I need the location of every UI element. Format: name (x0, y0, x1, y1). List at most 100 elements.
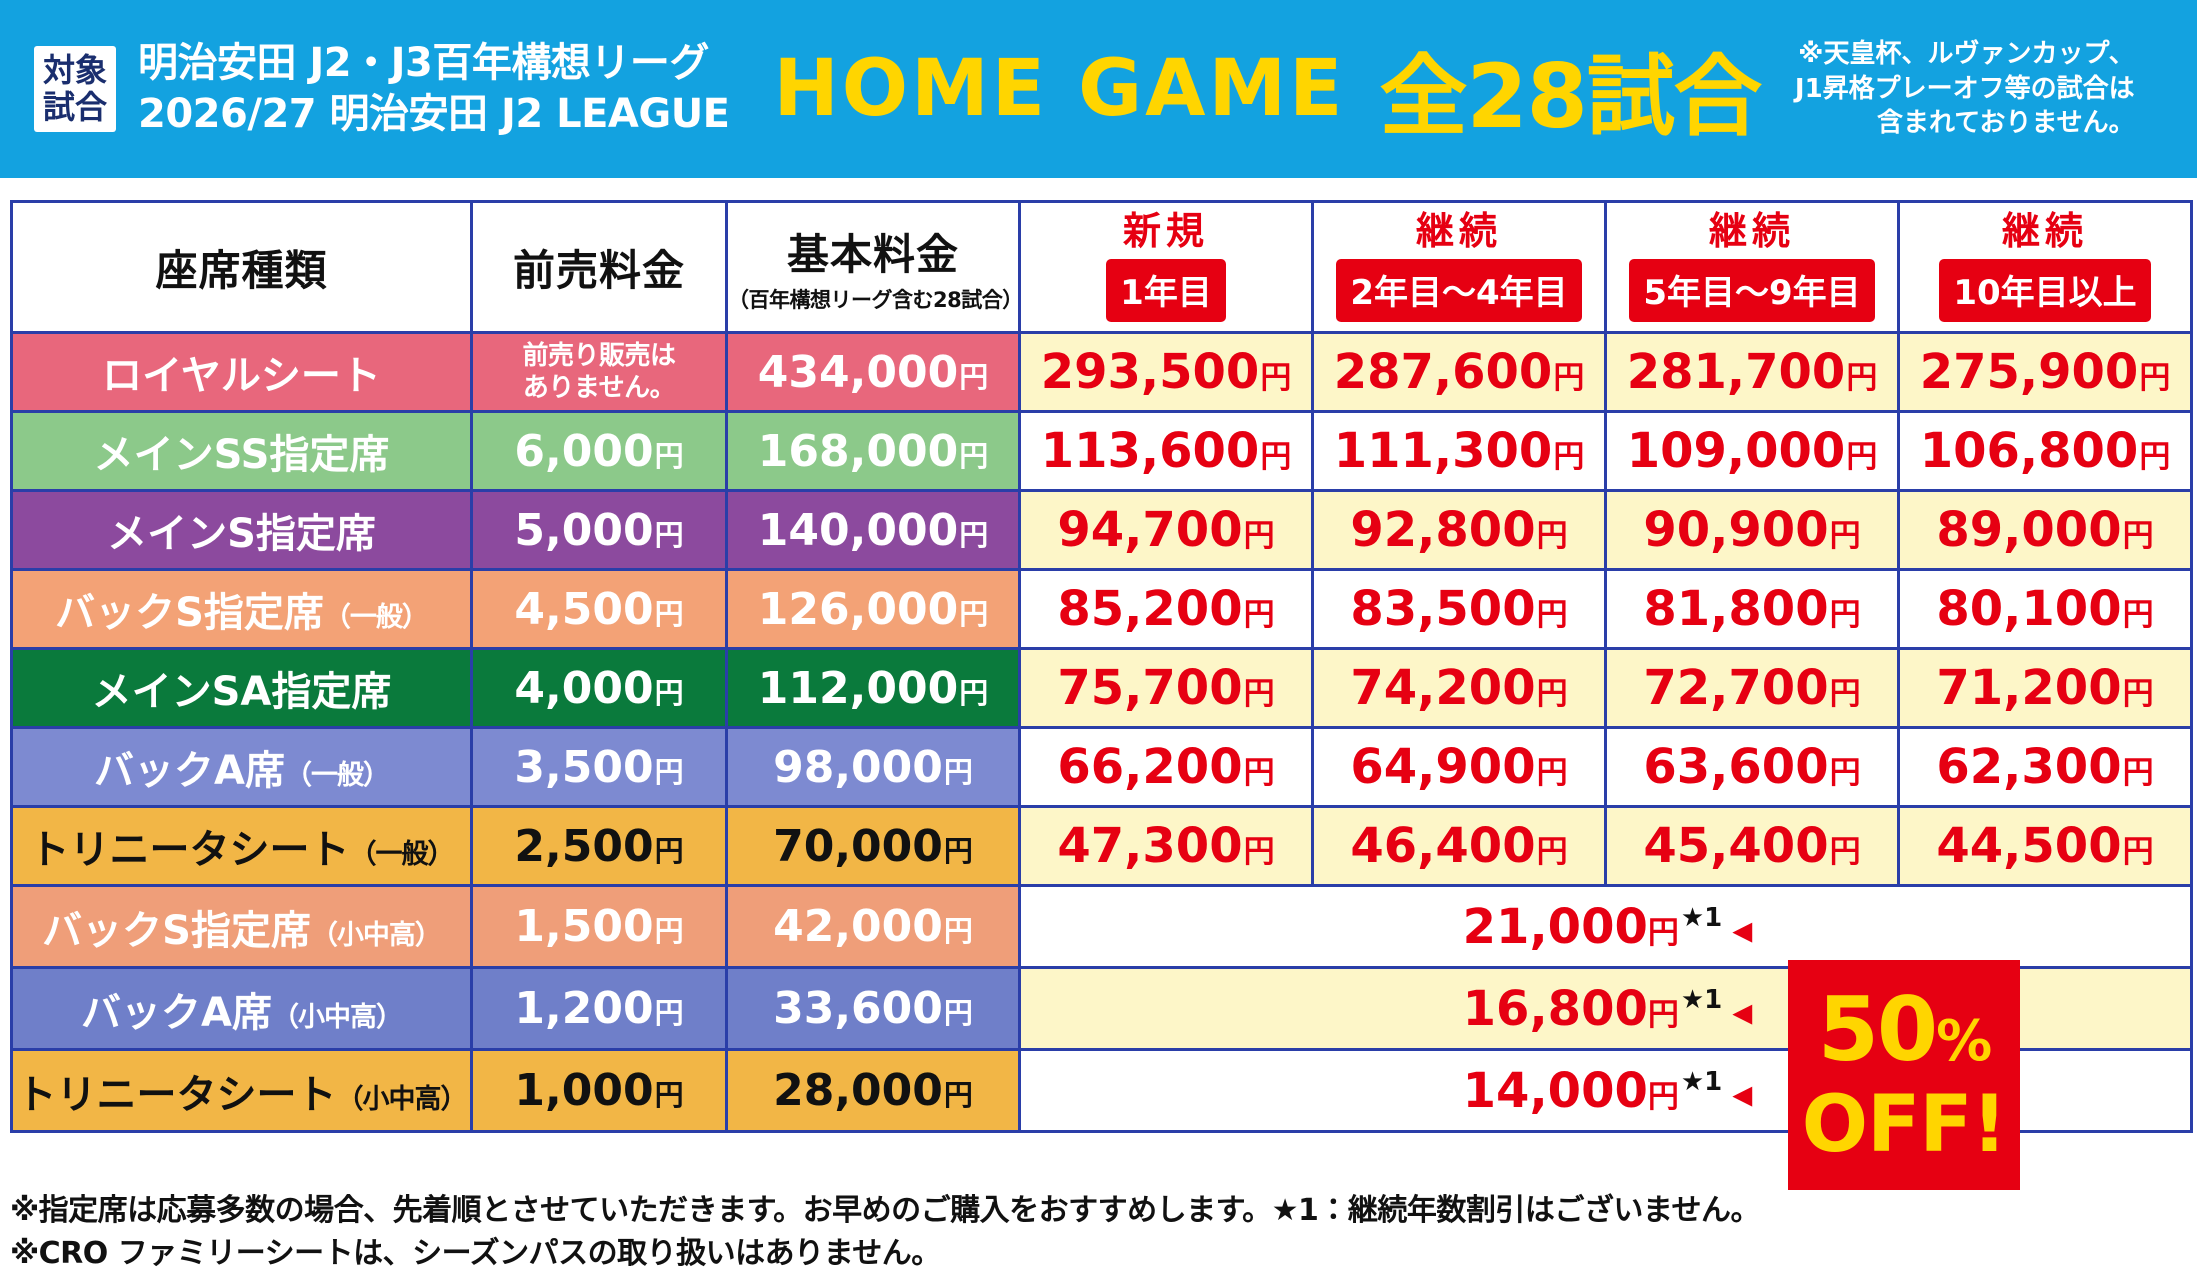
table-row: メインS指定席 5,000円 140,000円 94,700円 92,800円 90,90… (10, 489, 2193, 571)
header-continue-2to4-pill: 2年目〜4年目 (1336, 258, 1582, 322)
base-price-cell: 70,000円 (725, 805, 1021, 887)
footnote-star-marker: ★1 (1680, 984, 1723, 1015)
season-price-value: 106,800円 (1919, 423, 2171, 479)
base-price-value: 112,000円 (757, 662, 989, 714)
off-badge-percent: 50% (1818, 986, 1993, 1074)
table-row: ロイヤルシート 前売り販売は ありません。 434,000円 293,500円 287,6… (10, 331, 2193, 413)
season-price-cell: 106,800円 (1897, 410, 2193, 492)
league-title: 明治安田 J2・J3百年構想リーグ 2026/27 明治安田 J2 LEAGUE (138, 38, 730, 140)
youth-flat-price-value: 21,000円★1 ◂ (1462, 898, 1753, 955)
home-game-title: HOME GAME (773, 44, 1346, 134)
season-price-value: 83,500円 (1350, 581, 1568, 637)
base-price-value: 140,000円 (757, 504, 989, 556)
brace-icon: ◂ (1732, 1070, 1753, 1117)
season-price-value: 44,500円 (1936, 818, 2154, 874)
base-price-value: 126,000円 (757, 583, 989, 635)
season-price-value: 89,000円 (1936, 502, 2154, 558)
season-price-cell: 63,600円 (1604, 726, 1900, 808)
base-price-value: 33,600円 (773, 983, 973, 1034)
season-price-cell: 66,200円 (1018, 726, 1314, 808)
header-new-year1-pill: 1年目 (1106, 258, 1226, 322)
youth-flat-price-value: 14,000円★1 ◂ (1462, 1062, 1753, 1119)
base-price-value: 42,000円 (773, 901, 973, 952)
advance-price-cell: 3,500円 (470, 726, 728, 808)
total-matches-label: 全28試合 (1379, 44, 1761, 148)
season-price-value: 80,100円 (1936, 581, 2154, 637)
season-price-cell: 85,200円 (1018, 568, 1314, 650)
banner-note-line3: 含まれておりません。 (1877, 108, 2135, 139)
header-seat-type: 座席種類 (10, 200, 473, 334)
seat-type-label: バックS指定席（一般） (55, 590, 429, 636)
advance-price-value: 5,000円 (514, 504, 684, 556)
target-match-badge: 対象 試合 (34, 46, 116, 132)
brace-icon: ◂ (1732, 906, 1753, 953)
banner-exclusion-note: ※天皇杯、ルヴァンカップ、 J1昇格プレーオフ等の試合は 含まれておりません。 (1795, 37, 2135, 141)
base-price-value: 70,000円 (773, 820, 973, 872)
season-price-cell: 46,400円 (1311, 805, 1607, 887)
advance-price-cell: 1,000円 (470, 1048, 728, 1133)
base-price-cell: 112,000円 (725, 647, 1021, 729)
season-price-value: 71,200円 (1936, 660, 2154, 716)
price-table: 座席種類 前売料金 基本料金 （百年構想リーグ含む28試合） 新規 1年目 継続… (10, 200, 2193, 1133)
season-price-cell: 75,700円 (1018, 647, 1314, 729)
seat-type-label: バックA席（一般） (94, 748, 390, 794)
seat-type-label: バックS指定席（小中高） (42, 907, 442, 954)
table-row: メインSS指定席 6,000円 168,000円 113,600円 111,300円 10… (10, 410, 2193, 492)
advance-price-value: 1,200円 (514, 983, 684, 1034)
youth-flat-price-cell: 21,000円★1 ◂ (1018, 884, 2193, 969)
price-table-container: 座席種類 前売料金 基本料金 （百年構想リーグ含む28試合） 新規 1年目 継続… (10, 200, 2193, 1133)
base-price-cell: 98,000円 (725, 726, 1021, 808)
advance-price-cell: 6,000円 (470, 410, 728, 492)
seat-type-label: トリニータシート（小中高） (16, 1071, 468, 1118)
seat-type-qualifier: （一般） (284, 760, 390, 791)
price-table-body: ロイヤルシート 前売り販売は ありません。 434,000円 293,500円 287,6… (10, 331, 2193, 1133)
base-price-value: 28,000円 (773, 1065, 973, 1116)
seat-type-cell: ロイヤルシート (10, 331, 473, 413)
league-title-line1: 明治安田 J2・J3百年構想リーグ (138, 39, 709, 86)
season-price-cell: 92,800円 (1311, 489, 1607, 571)
footnote-star-marker: ★1 (1680, 1066, 1723, 1097)
advance-price-cell: 2,500円 (470, 805, 728, 887)
season-price-value: 72,700円 (1643, 660, 1861, 716)
season-price-cell: 45,400円 (1604, 805, 1900, 887)
advance-price-cell: 5,000円 (470, 489, 728, 571)
advance-price-note: 前売り販売は ありません。 (522, 340, 676, 404)
season-price-cell: 71,200円 (1897, 647, 2193, 729)
season-price-value: 47,300円 (1057, 818, 1275, 874)
season-price-value: 94,700円 (1057, 502, 1275, 558)
seat-type-label: メインSS指定席 (93, 432, 390, 478)
season-price-value: 113,600円 (1040, 423, 1292, 479)
advance-price-cell: 4,000円 (470, 647, 728, 729)
base-price-value: 434,000円 (757, 346, 989, 398)
season-price-cell: 80,100円 (1897, 568, 2193, 650)
header-continue-5to9-pill: 5年目〜9年目 (1629, 258, 1875, 322)
season-price-cell: 281,700円 (1604, 331, 1900, 413)
advance-price-cell: 4,500円 (470, 568, 728, 650)
base-price-cell: 33,600円 (725, 966, 1021, 1051)
header-banner: 対象 試合 明治安田 J2・J3百年構想リーグ 2026/27 明治安田 J2 … (0, 0, 2197, 178)
season-price-value: 92,800円 (1350, 502, 1568, 558)
advance-price-value: 3,500円 (514, 741, 684, 793)
season-price-value: 275,900円 (1919, 344, 2171, 400)
header-banner-content: 対象 試合 明治安田 J2・J3百年構想リーグ 2026/27 明治安田 J2 … (0, 14, 2197, 164)
season-price-value: 109,000円 (1626, 423, 1878, 479)
base-price-cell: 168,000円 (725, 410, 1021, 492)
price-table-head: 座席種類 前売料金 基本料金 （百年構想リーグ含む28試合） 新規 1年目 継続… (10, 200, 2193, 334)
season-price-cell: 113,600円 (1018, 410, 1314, 492)
seat-type-cell: バックA席（小中高） (10, 966, 473, 1051)
season-price-value: 90,900円 (1643, 502, 1861, 558)
header-continue-10plus-pill: 10年目以上 (1939, 258, 2151, 322)
youth-flat-price-inner: 16,800円★1 ◂ (1021, 969, 2190, 1048)
youth-flat-price-inner: 21,000円★1 ◂ (1021, 887, 2190, 966)
season-price-cell: 47,300円 (1018, 805, 1314, 887)
season-price-value: 66,200円 (1057, 739, 1275, 795)
footnotes: ※指定席は応募多数の場合、先着順とさせていただきます。お早めのご購入をおすすめし… (10, 1190, 2190, 1275)
season-price-cell: 89,000円 (1897, 489, 2193, 571)
header-row: 座席種類 前売料金 基本料金 （百年構想リーグ含む28試合） 新規 1年目 継続… (10, 200, 2193, 334)
fifty-percent-off-badge: 50% OFF! (1788, 960, 2020, 1190)
base-price-cell: 126,000円 (725, 568, 1021, 650)
youth-flat-price-inner: 14,000円★1 ◂ (1021, 1051, 2190, 1130)
header-advance-price: 前売料金 (470, 200, 728, 334)
seat-type-label: メインSA指定席 (91, 669, 392, 715)
target-badge-line1: 対象 (42, 51, 107, 90)
